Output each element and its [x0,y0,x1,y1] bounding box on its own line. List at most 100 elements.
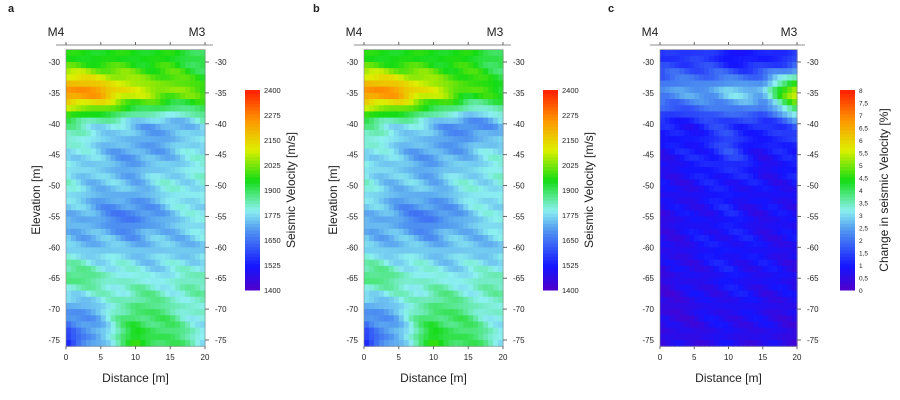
heatmap-cell [733,173,739,180]
heatmap-cell [393,302,400,310]
y-tick-label-right: -30 [513,58,525,67]
heatmap-cell [125,68,132,75]
heatmap-cell [378,55,385,63]
heatmap-cell [433,111,440,119]
heatmap-cell [66,204,72,211]
heatmap-cell [463,210,469,218]
heatmap-cell [155,74,161,82]
colorbar-segment [840,90,855,94]
heatmap-cell [110,315,117,323]
heatmap-cell [175,185,181,193]
heatmap-cell [403,210,410,218]
heatmap-cell [669,62,676,69]
heatmap-cell [145,272,151,279]
heatmap-cell [423,302,430,310]
heatmap-cell [368,253,375,261]
heatmap-cell [752,86,759,94]
heatmap-cell [448,259,454,267]
heatmap-cell [777,62,783,69]
heatmap-cell [160,68,166,75]
heatmap-cell [660,315,666,323]
heatmap-cell [105,191,112,199]
heatmap-cell [674,99,681,106]
y-tick-label-right: -50 [807,182,819,191]
heatmap-cell [105,234,112,242]
heatmap-cell [713,179,720,187]
heatmap-cell [493,148,499,156]
heatmap-cell [694,309,700,316]
heatmap-cell [90,222,97,230]
heatmap-cell [699,86,705,94]
y-tick-label-right: -75 [215,336,227,345]
heatmap-cell [388,321,395,329]
colorbar-segment [543,116,558,121]
heatmap-cell [423,309,430,316]
heatmap-cell [95,49,102,57]
heatmap-cell [713,74,720,82]
heatmap-cell [468,222,474,230]
heatmap-cell [160,253,166,261]
heatmap-cell [660,99,666,106]
heatmap-cell [408,117,415,125]
colorbar-segment [245,140,260,144]
heatmap-cell [190,49,196,57]
heatmap-cell [792,216,798,224]
heatmap-cell [723,321,730,329]
heatmap-cell [498,272,504,279]
heatmap-cell [787,204,793,211]
heatmap-cell [418,49,425,57]
heatmap-cell [463,309,469,316]
heatmap-cell [684,167,690,174]
colorbar-segment [543,246,558,251]
heatmap-cell [488,123,494,131]
heatmap-cell [70,228,77,236]
heatmap-cell [423,272,430,279]
x-tick-label: 5 [692,353,697,362]
heatmap-cell [498,216,504,224]
heatmap-cell [433,74,440,82]
heatmap-cell [145,247,151,255]
heatmap-cell [708,99,715,106]
heatmap-cell [140,228,147,236]
heatmap-cell [728,80,734,88]
heatmap-cell [95,154,102,162]
heatmap-cell [423,284,430,292]
colorbar-segment [840,173,855,178]
heatmap-cell [145,167,151,174]
heatmap-cell [185,210,191,218]
heatmap-cell [660,216,666,224]
colorbar-segment [245,206,260,211]
heatmap-cell [85,117,92,125]
heatmap-cell [383,340,390,347]
heatmap-cell [689,241,695,248]
heatmap-cell [493,179,499,187]
heatmap-cell [767,309,774,316]
colorbar-segment [543,266,558,271]
heatmap-cell [792,197,798,205]
heatmap-cell [364,309,370,316]
heatmap-cell [175,68,181,75]
heatmap-cell [368,154,375,162]
heatmap-cell [423,123,430,131]
heatmap-cell [669,253,676,261]
heatmap-cell [757,272,764,279]
heatmap-cell [748,80,754,88]
heatmap-cell [723,296,730,304]
heatmap-cell [694,228,700,236]
heatmap-cell [66,222,72,230]
x-tick-label: 0 [658,353,663,362]
colorbar-segment [840,203,855,208]
heatmap-cell [165,265,171,273]
heatmap-cell [403,290,410,298]
heatmap-cell [145,253,151,261]
heatmap-cell [757,290,764,298]
heatmap-cell [180,234,186,242]
heatmap-cell [115,290,122,298]
heatmap-cell [110,80,117,88]
colorbar-segment [840,180,855,184]
heatmap-cell [752,340,759,347]
heatmap-cell [728,68,734,75]
heatmap-cell [498,333,504,341]
heatmap-cell [200,340,206,347]
heatmap-cell [679,173,686,180]
